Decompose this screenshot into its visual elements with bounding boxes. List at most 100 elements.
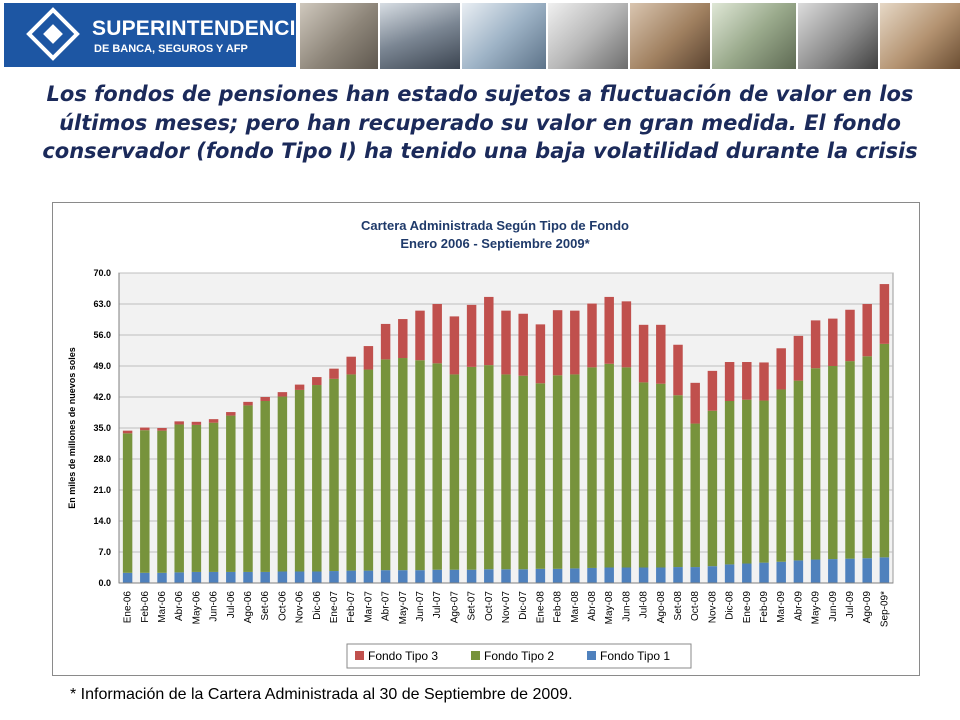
bar-fondo-tipo-2	[329, 378, 339, 572]
bar-fondo-tipo-1	[638, 567, 649, 583]
bar-fondo-tipo-1	[587, 567, 597, 583]
x-tick-label: Mar-06	[157, 591, 168, 623]
bar-fondo-tipo-3	[398, 319, 408, 359]
banknotes-photo	[710, 3, 796, 69]
bar-fondo-tipo-3	[243, 401, 253, 406]
x-tick-label: May-06	[191, 591, 202, 625]
bar-fondo-tipo-2	[776, 389, 786, 562]
bar-fondo-tipo-3	[518, 313, 528, 376]
bar-fondo-tipo-2	[363, 369, 374, 571]
bar-fondo-tipo-2	[380, 359, 391, 571]
bar-fondo-tipo-2	[570, 374, 580, 569]
page-headline: Los fondos de pensiones han estado sujet…	[42, 82, 918, 163]
x-tick-label: Ago-08	[656, 591, 667, 624]
bar-fondo-tipo-2	[862, 356, 872, 559]
bar-fondo-tipo-3	[157, 428, 167, 431]
bar-fondo-tipo-3	[466, 304, 477, 367]
bar-fondo-tipo-1	[845, 558, 855, 583]
bar-fondo-tipo-3	[277, 392, 288, 397]
bar-fondo-tipo-3	[621, 301, 632, 368]
bar-fondo-tipo-2	[466, 366, 477, 570]
legend-box	[346, 643, 692, 669]
bar-fondo-tipo-3	[260, 397, 270, 401]
bar-fondo-tipo-1	[776, 561, 786, 583]
x-tick-label: Jul-07	[432, 591, 443, 619]
bar-fondo-tipo-3	[828, 318, 838, 366]
logo-subtitle: DE BANCA, SEGUROS Y AFP	[94, 43, 248, 55]
bar-fondo-tipo-1	[208, 571, 219, 583]
bar-fondo-tipo-2	[140, 430, 150, 573]
y-axis-label: En miles de millones de nuevos soles	[67, 347, 77, 509]
bar-fondo-tipo-3	[432, 304, 442, 364]
bar-fondo-tipo-3	[862, 304, 872, 357]
bar-fondo-tipo-1	[690, 567, 700, 583]
footnote: * Información de la Cartera Administrada…	[70, 686, 573, 703]
bar-fondo-tipo-1	[621, 567, 632, 583]
chart-subtitle: Enero 2006 - Septiembre 2009*	[400, 236, 590, 251]
legend-label: Fondo Tipo 3	[368, 649, 438, 663]
card-terminal-photo	[796, 3, 878, 69]
legend-swatch	[471, 651, 480, 660]
bar-fondo-tipo-2	[226, 415, 236, 572]
card-photo	[298, 3, 378, 69]
bar-fondo-tipo-1	[810, 559, 821, 583]
x-tick-label: Dic-08	[725, 591, 736, 620]
bar-fondo-tipo-3	[535, 324, 546, 384]
bar-fondo-tipo-2	[432, 363, 442, 570]
x-tick-label: Feb-07	[346, 591, 357, 623]
x-tick-label: Dic-06	[312, 591, 323, 620]
bar-fondo-tipo-2	[690, 423, 700, 568]
bar-fondo-tipo-3	[312, 377, 322, 386]
bar-fondo-tipo-1	[501, 569, 511, 583]
x-tick-label: Nov-08	[707, 591, 718, 624]
x-tick-label: Abr-06	[174, 591, 185, 621]
bar-fondo-tipo-1	[294, 571, 305, 583]
bar-fondo-tipo-2	[260, 400, 270, 572]
bar-fondo-tipo-2	[742, 399, 752, 564]
bar-fondo-tipo-3	[776, 348, 786, 390]
bar-fondo-tipo-1	[346, 570, 356, 583]
x-tick-label: Sep-09*	[879, 591, 890, 627]
bar-fondo-tipo-3	[208, 419, 219, 423]
y-tick-label: 42.0	[93, 392, 111, 402]
y-tick-label: 56.0	[93, 330, 111, 340]
bar-fondo-tipo-1	[707, 566, 718, 583]
x-tick-label: Ene-07	[329, 591, 340, 624]
logo-emblem-icon	[26, 7, 80, 61]
bar-fondo-tipo-3	[759, 362, 769, 401]
bar-fondo-tipo-1	[243, 571, 253, 583]
x-tick-label: Jul-06	[226, 591, 237, 619]
bar-fondo-tipo-2	[638, 382, 649, 568]
bar-fondo-tipo-3	[570, 310, 580, 375]
legend-swatch	[587, 651, 596, 660]
bar-fondo-tipo-1	[656, 567, 666, 583]
y-tick-label: 7.0	[98, 547, 111, 557]
x-tick-label: Set-08	[673, 591, 684, 621]
bar-fondo-tipo-2	[501, 374, 511, 570]
bar-fondo-tipo-3	[226, 412, 236, 416]
bar-fondo-tipo-3	[845, 309, 855, 362]
bar-fondo-tipo-1	[157, 572, 167, 583]
keyboard-photo	[546, 3, 628, 69]
bar-fondo-tipo-3	[191, 421, 202, 425]
bar-fondo-tipo-1	[226, 571, 236, 583]
x-tick-label: May-08	[604, 591, 615, 625]
x-tick-label: Feb-06	[140, 591, 151, 623]
bar-fondo-tipo-3	[656, 324, 666, 384]
chart-container: Cartera Administrada Según Tipo de Fondo…	[52, 202, 920, 676]
bar-fondo-tipo-2	[415, 360, 425, 571]
bar-fondo-tipo-1	[277, 571, 288, 583]
bar-fondo-tipo-1	[742, 563, 752, 583]
bar-fondo-tipo-1	[398, 570, 408, 583]
logo: SUPERINTENDENCIA DE BANCA, SEGUROS Y AFP	[4, 3, 311, 67]
x-tick-label: Set-06	[260, 591, 271, 621]
bar-fondo-tipo-3	[793, 335, 804, 381]
stacked-bar-chart: Cartera Administrada Según Tipo de Fondo…	[67, 218, 894, 669]
legend-label: Fondo Tipo 1	[600, 649, 670, 663]
bar-fondo-tipo-1	[604, 567, 614, 583]
x-tick-label: Jun-06	[209, 591, 220, 622]
business-meeting-photo	[878, 3, 960, 69]
bar-fondo-tipo-2	[587, 367, 597, 568]
bar-fondo-tipo-3	[140, 427, 150, 431]
bar-fondo-tipo-1	[329, 571, 339, 583]
